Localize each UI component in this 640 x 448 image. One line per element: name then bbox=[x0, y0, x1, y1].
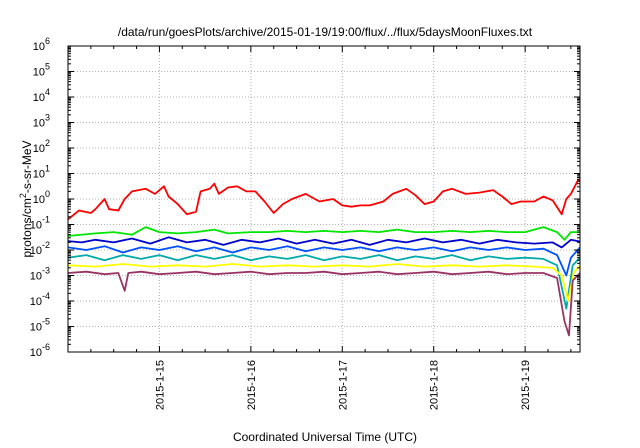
y-axis-title-main: protons/cm bbox=[20, 198, 34, 257]
x-tick-label: 2015-1-19 bbox=[520, 360, 532, 410]
y-tick-label: 106 bbox=[33, 36, 50, 53]
x-tick-label: 2015-1-16 bbox=[246, 360, 258, 410]
x-axis-title: Coordinated Universal Time (UTC) bbox=[233, 430, 417, 444]
y-tick-label: 102 bbox=[33, 138, 50, 155]
y-tick-label: 101 bbox=[33, 164, 50, 181]
y-tick-label: 103 bbox=[33, 113, 50, 130]
y-tick-label: 10-1 bbox=[30, 215, 50, 232]
y-axis-title-rest: -s-sr-MeV bbox=[20, 140, 34, 193]
x-tick-label: 2015-1-15 bbox=[154, 360, 166, 410]
x-tick-label: 2015-1-17 bbox=[337, 360, 349, 410]
series-layer bbox=[68, 179, 580, 337]
y-tick-label: 100 bbox=[33, 189, 50, 206]
series-line-1 bbox=[68, 179, 580, 221]
y-tick-label: 10-2 bbox=[30, 240, 50, 257]
x-tick-label: 2015-1-18 bbox=[429, 360, 441, 410]
axis-ticks: 10-6 10-5 10-4 10-3 10-2 10-1 100 101 102 103 104 1… bbox=[30, 36, 580, 410]
chart-title: /data/run/goesPlots/archive/2015-01-19/1… bbox=[118, 25, 533, 39]
y-tick-label: 10-5 bbox=[30, 317, 50, 334]
y-tick-label: 10-4 bbox=[30, 291, 50, 308]
y-axis-title-superscript: 2 bbox=[18, 193, 28, 198]
y-tick-label: 10-6 bbox=[30, 342, 50, 359]
y-tick-label: 105 bbox=[33, 62, 50, 79]
series-line-6 bbox=[68, 263, 580, 302]
series-line-4 bbox=[68, 245, 580, 277]
y-tick-label: 10-3 bbox=[30, 266, 50, 283]
series-line-3 bbox=[68, 236, 580, 249]
y-tick-label: 104 bbox=[33, 87, 50, 104]
series-line-2 bbox=[68, 226, 580, 241]
series-line-7 bbox=[68, 270, 580, 337]
series-line-5 bbox=[68, 254, 580, 310]
y-axis-title: protons/cm2-s-sr-MeV bbox=[18, 140, 34, 257]
